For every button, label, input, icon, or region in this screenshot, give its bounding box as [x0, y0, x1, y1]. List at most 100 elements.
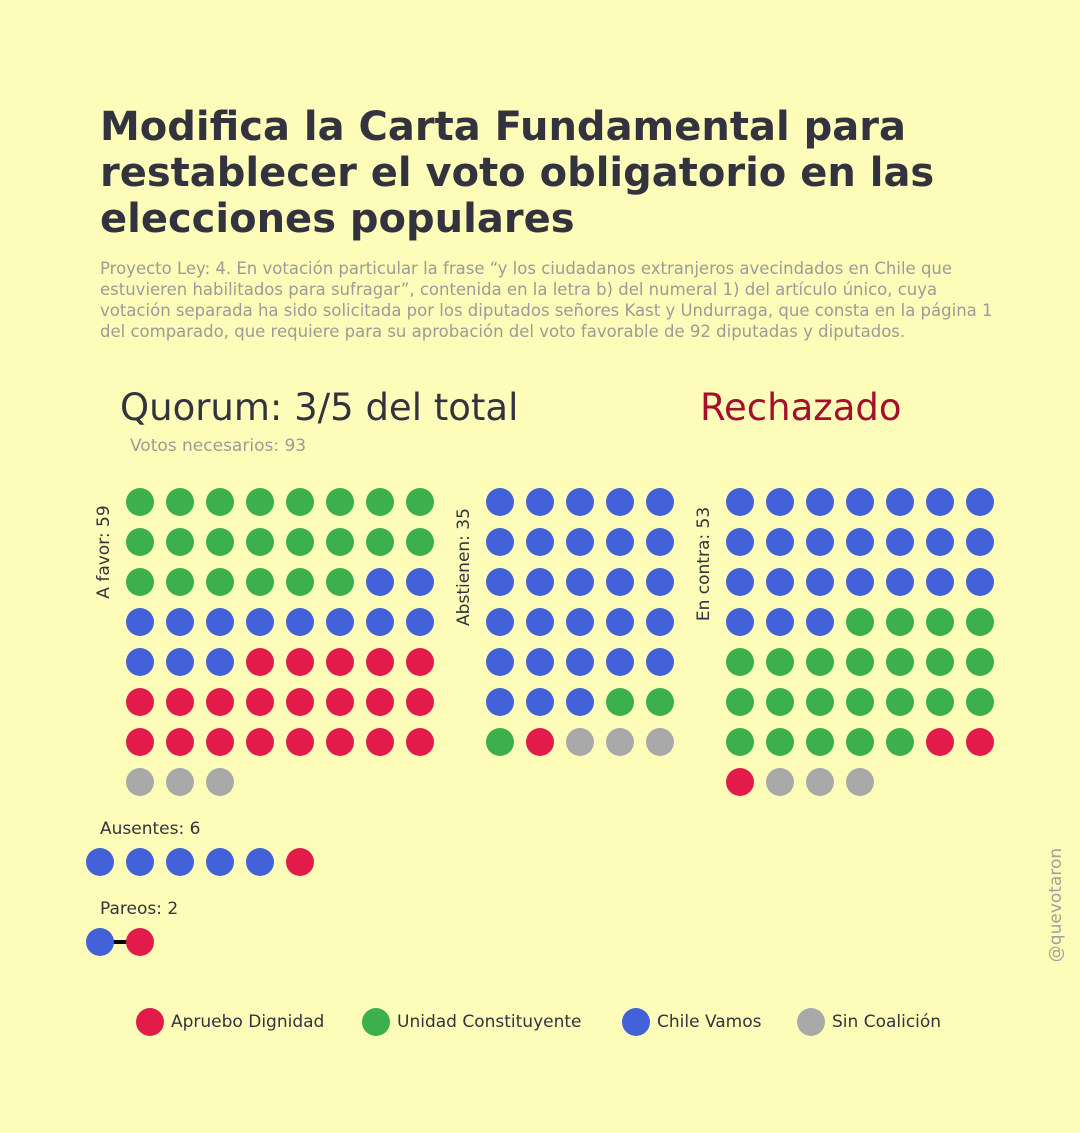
vote-dot [566, 648, 594, 676]
vote-dot [646, 688, 674, 716]
vote-dot [766, 488, 794, 516]
vote-dot [406, 608, 434, 636]
group-label: Pareos: 2 [100, 899, 178, 919]
vote-dot [286, 648, 314, 676]
vote-dot [766, 568, 794, 596]
vote-dot [886, 568, 914, 596]
vote-dot [406, 528, 434, 556]
vote-dot [526, 488, 554, 516]
legend-label: Unidad Constituyente [397, 1012, 582, 1032]
vote-dot [566, 528, 594, 556]
vote-dot [566, 728, 594, 756]
vote-dot [646, 528, 674, 556]
legend-swatch [136, 1008, 164, 1036]
vote-dot [246, 568, 274, 596]
vote-dot [126, 568, 154, 596]
vote-dot [166, 608, 194, 636]
vote-dot [846, 728, 874, 756]
vote-dot [886, 688, 914, 716]
vote-dot [246, 488, 274, 516]
vote-dot [286, 608, 314, 636]
vote-dot [926, 688, 954, 716]
vote-dot [886, 608, 914, 636]
vote-dot [926, 488, 954, 516]
vote-dot [526, 688, 554, 716]
group-label: Abstienen: 35 [454, 508, 474, 626]
vote-dot [286, 568, 314, 596]
vote-dot [206, 568, 234, 596]
vote-dot [326, 728, 354, 756]
vote-dot [766, 528, 794, 556]
vote-dot [166, 688, 194, 716]
vote-dot [606, 728, 634, 756]
vote-dot [726, 608, 754, 636]
vote-dot [806, 648, 834, 676]
vote-dot [886, 648, 914, 676]
vote-dot [646, 568, 674, 596]
vote-dot [966, 528, 994, 556]
vote-dot [846, 608, 874, 636]
vote-dot [566, 608, 594, 636]
vote-dot [766, 688, 794, 716]
vote-dot [166, 648, 194, 676]
vote-dot [766, 768, 794, 796]
vote-dot [246, 648, 274, 676]
vote-dot [486, 488, 514, 516]
vote-dot [846, 648, 874, 676]
legend-label: Apruebo Dignidad [171, 1012, 324, 1032]
vote-dot [286, 488, 314, 516]
vote-dot [366, 608, 394, 636]
vote-dot [886, 528, 914, 556]
vote-dot [366, 488, 394, 516]
description: Proyecto Ley: 4. En votación particular … [100, 259, 993, 341]
vote-dot [646, 488, 674, 516]
vote-dot [166, 488, 194, 516]
legend-swatch [797, 1008, 825, 1036]
vote-dot [246, 728, 274, 756]
title: Modifica la Carta Fundamental para resta… [100, 104, 935, 242]
vote-dot [486, 648, 514, 676]
vote-dot [566, 688, 594, 716]
vote-dot [526, 728, 554, 756]
group-label: A favor: 59 [94, 505, 114, 598]
vote-dot [286, 728, 314, 756]
vote-dot [606, 528, 634, 556]
vote-dot [606, 608, 634, 636]
vote-dot [806, 688, 834, 716]
vote-dot [886, 488, 914, 516]
vote-dot [406, 688, 434, 716]
vote-dot [486, 608, 514, 636]
vote-dot [126, 608, 154, 636]
vote-dot [806, 728, 834, 756]
vote-dot [526, 568, 554, 596]
vote-dot [366, 648, 394, 676]
vote-dot [526, 608, 554, 636]
vote-dot [926, 568, 954, 596]
vote-dot [726, 728, 754, 756]
vote-dot [606, 688, 634, 716]
vote-dot [566, 568, 594, 596]
vote-dot [846, 528, 874, 556]
quorum: Quorum: 3/5 del total [120, 386, 519, 429]
vote-dot [166, 728, 194, 756]
vote-dot [806, 568, 834, 596]
vote-dot [326, 648, 354, 676]
vote-dot [166, 528, 194, 556]
vote-dot [366, 688, 394, 716]
vote-dot [646, 728, 674, 756]
vote-dot [566, 488, 594, 516]
vote-dot [486, 568, 514, 596]
vote-dot [726, 528, 754, 556]
legend-swatch [362, 1008, 390, 1036]
vote-dot [406, 488, 434, 516]
vote-dot [366, 728, 394, 756]
votes-needed: Votos necesarios: 93 [130, 436, 307, 456]
vote-dot [526, 528, 554, 556]
vote-dot [326, 608, 354, 636]
vote-dot [326, 688, 354, 716]
vote-dot [806, 488, 834, 516]
vote-dot [966, 568, 994, 596]
vote-dot [486, 728, 514, 756]
vote-dot [966, 688, 994, 716]
